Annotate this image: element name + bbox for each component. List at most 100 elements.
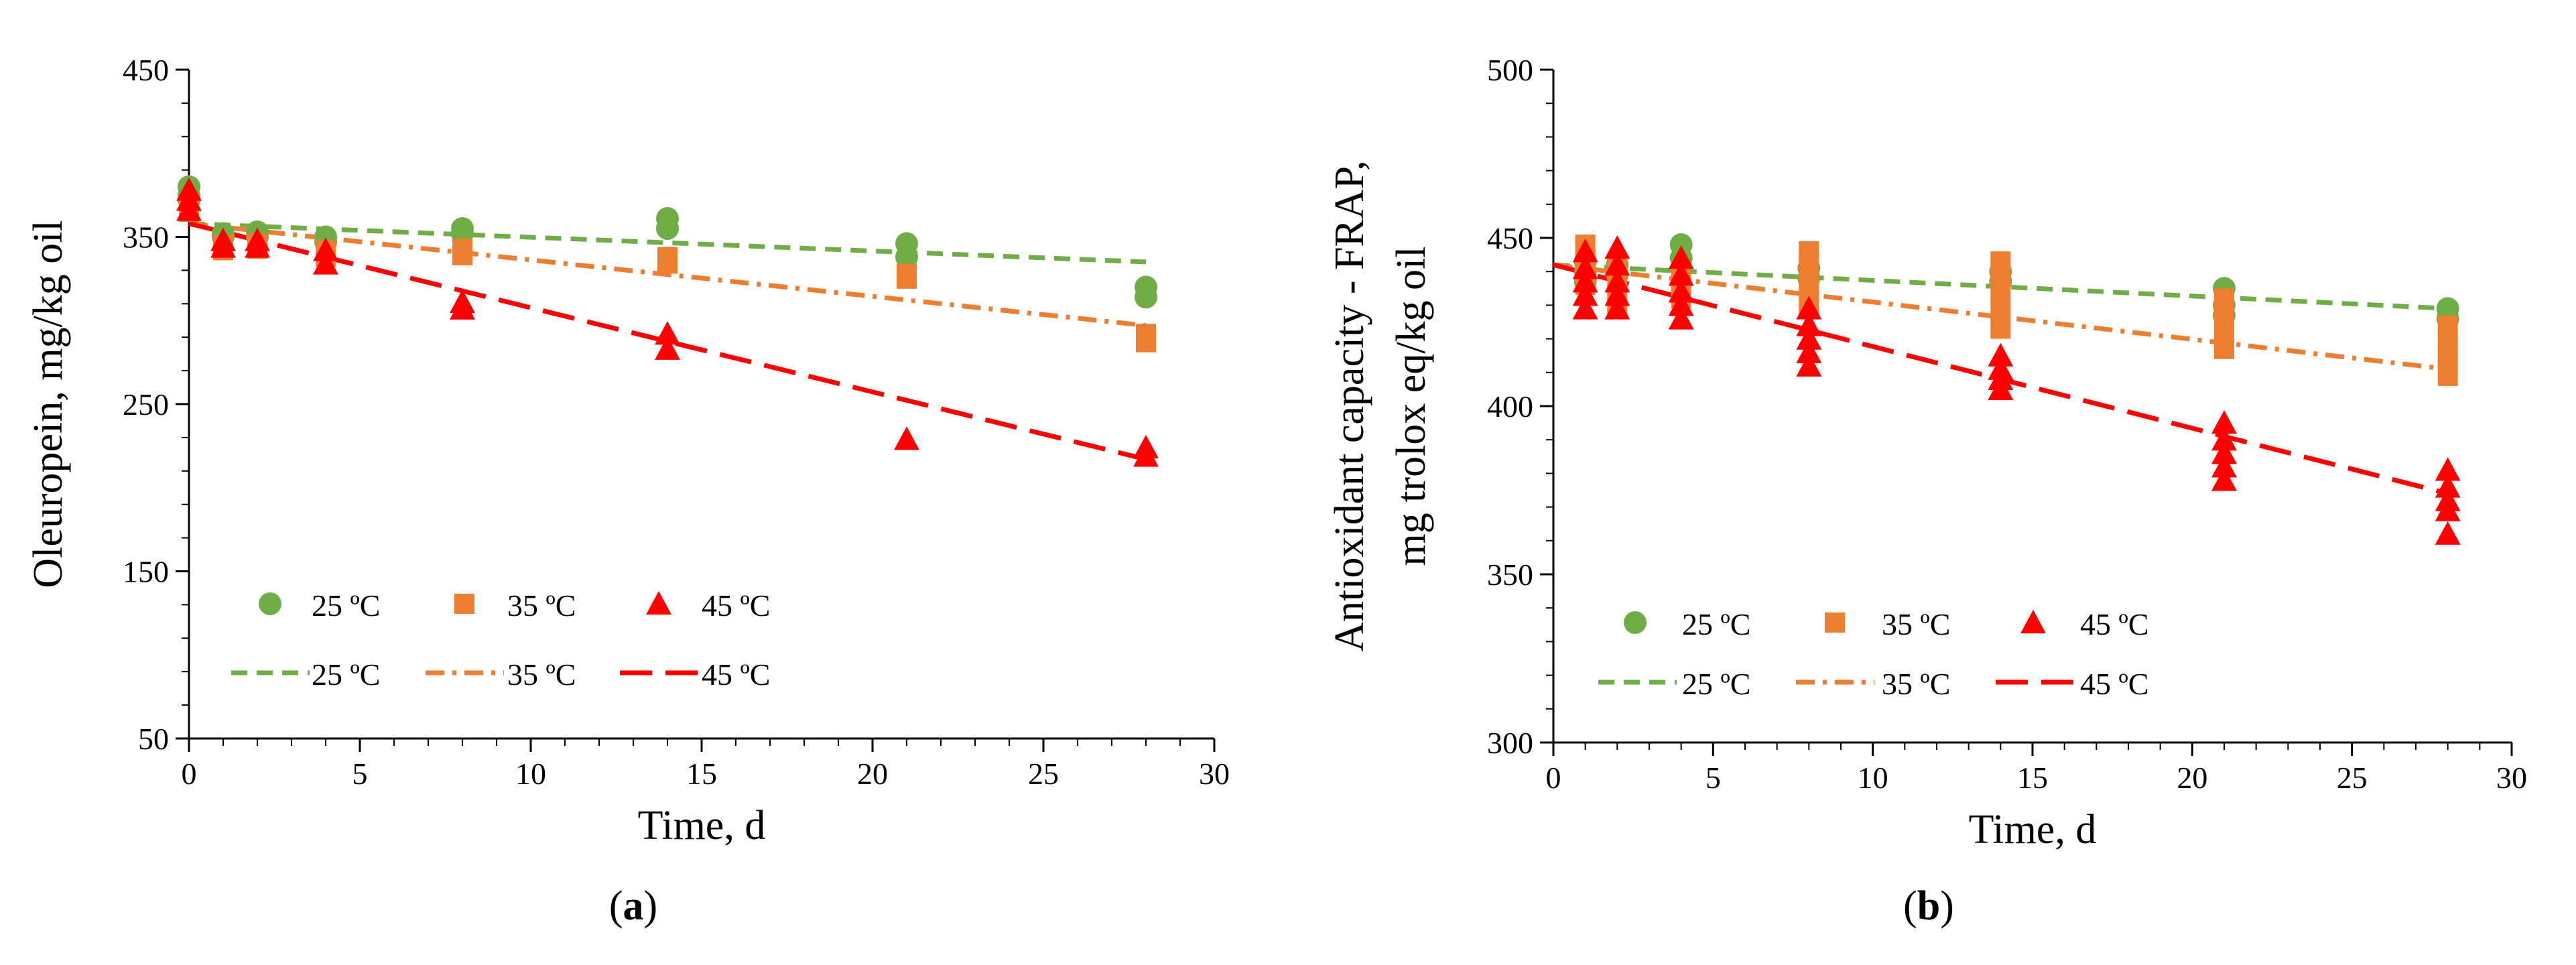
x-tick-label: 25 [2337, 761, 2368, 795]
data-point [1572, 269, 1598, 293]
y-tick-label: 50 [138, 722, 169, 756]
data-point [2214, 338, 2234, 359]
legend-marker [1624, 611, 1647, 634]
legend-label: 35 ºC [507, 588, 576, 623]
data-point [1572, 282, 1598, 306]
y-tick-label: 250 [123, 387, 169, 422]
data-point [2437, 315, 2458, 336]
data-point [1990, 302, 2011, 322]
data-point [1796, 312, 1822, 336]
data-point [176, 197, 202, 221]
x-tick-label: 25 [1028, 757, 1059, 791]
data-point [1668, 245, 1694, 269]
data-point [2214, 288, 2234, 309]
trendline-longdash [188, 221, 1147, 462]
series-square [1575, 235, 2458, 386]
legend-marker [2020, 610, 2046, 634]
data-point [1990, 268, 2011, 289]
data-point [1604, 269, 1630, 293]
data-point [1988, 342, 2014, 367]
legend-label: 35 ºC [1882, 607, 1950, 641]
legend-label: 45 ºC [702, 657, 770, 692]
y-tick-label: 400 [1487, 389, 1533, 424]
data-point [2435, 521, 2461, 545]
legend-label: 35 ºC [507, 657, 576, 692]
x-tick-label: 30 [1199, 757, 1230, 791]
x-tick-label: 0 [1546, 761, 1561, 795]
data-point [2211, 427, 2237, 451]
data-point [657, 253, 678, 274]
data-point [1604, 235, 1630, 259]
data-point [1572, 239, 1598, 263]
data-point [2214, 305, 2234, 326]
legend-label: 25 ºC [1682, 607, 1750, 641]
data-point [2437, 332, 2458, 352]
y-tick-label: 450 [123, 53, 169, 87]
chart-b: 300 350 400 450 500 0 5 10 15 20 25 30 Time, d Antiox… [1327, 53, 2527, 929]
series-triangle [176, 177, 1159, 467]
legend-label: 35 ºC [1882, 667, 1950, 701]
y-tick-label: 500 [1487, 53, 1533, 87]
data-point [1604, 296, 1630, 320]
legend-marker [259, 592, 281, 615]
data-point [210, 234, 236, 258]
data-point [1796, 352, 1822, 377]
x-tick-label: 20 [2177, 761, 2207, 795]
x-tick-label: 10 [515, 757, 546, 791]
data-point [1796, 296, 1822, 320]
data-point [2437, 365, 2458, 386]
data-point [1988, 376, 2014, 401]
x-tick-label: 20 [857, 757, 888, 791]
legend-marker [1825, 613, 1845, 633]
data-point [1990, 251, 2011, 272]
legend-label: 25 ºC [1682, 667, 1750, 701]
data-point [2211, 440, 2237, 464]
trendline-dashdot [1553, 262, 2449, 372]
data-point [656, 217, 679, 241]
x-tick-label: 10 [1858, 761, 1888, 795]
data-point [1796, 326, 1822, 350]
series-triangle [1572, 235, 2461, 545]
data-point [313, 237, 338, 261]
trendline-dashdot [188, 221, 1147, 328]
x-axis-label: Time, d [1969, 807, 2097, 852]
data-point [2211, 410, 2237, 434]
data-point [655, 321, 680, 345]
data-point [1990, 285, 2011, 306]
data-point [1135, 285, 1157, 309]
legend-label: 25 ºC [312, 657, 380, 692]
data-point [245, 234, 270, 258]
data-point [1604, 282, 1630, 306]
x-tick-label: 5 [352, 757, 368, 791]
chart-a: 50 150 250 350 450 0 5 10 15 20 25 30 Time, d Oleurop… [25, 53, 1230, 929]
data-point [450, 296, 475, 320]
data-point [452, 245, 472, 265]
data-point [1572, 296, 1598, 320]
data-point [2435, 457, 2461, 481]
y-tick-label: 300 [1487, 726, 1533, 760]
x-axis-label: Time, d [638, 803, 766, 848]
legend-label: 25 ºC [312, 588, 380, 623]
y-tick-label: 350 [1487, 558, 1533, 592]
y-axis-label: mg trolox eq/kg oil [1389, 246, 1434, 566]
legend-marker [646, 591, 671, 615]
data-point [1604, 252, 1630, 276]
data-point [1990, 318, 2011, 339]
x-tick-label: 0 [182, 757, 197, 791]
data-point [1668, 279, 1694, 303]
x-tick-label: 30 [2496, 761, 2527, 795]
x-tick-label: 15 [2017, 761, 2048, 795]
panel-caption: (a) [609, 883, 657, 929]
legend-marker [454, 594, 474, 614]
series-circle [1573, 233, 2459, 330]
data-point [1668, 306, 1694, 330]
data-point [1668, 262, 1694, 286]
data-point [1136, 332, 1156, 352]
legend-label: 45 ºC [702, 588, 770, 623]
trendline-dash [188, 221, 1147, 265]
data-point [1572, 255, 1598, 279]
data-point [2211, 467, 2237, 491]
y-tick-label: 150 [123, 555, 169, 589]
data-point [2214, 322, 2234, 342]
